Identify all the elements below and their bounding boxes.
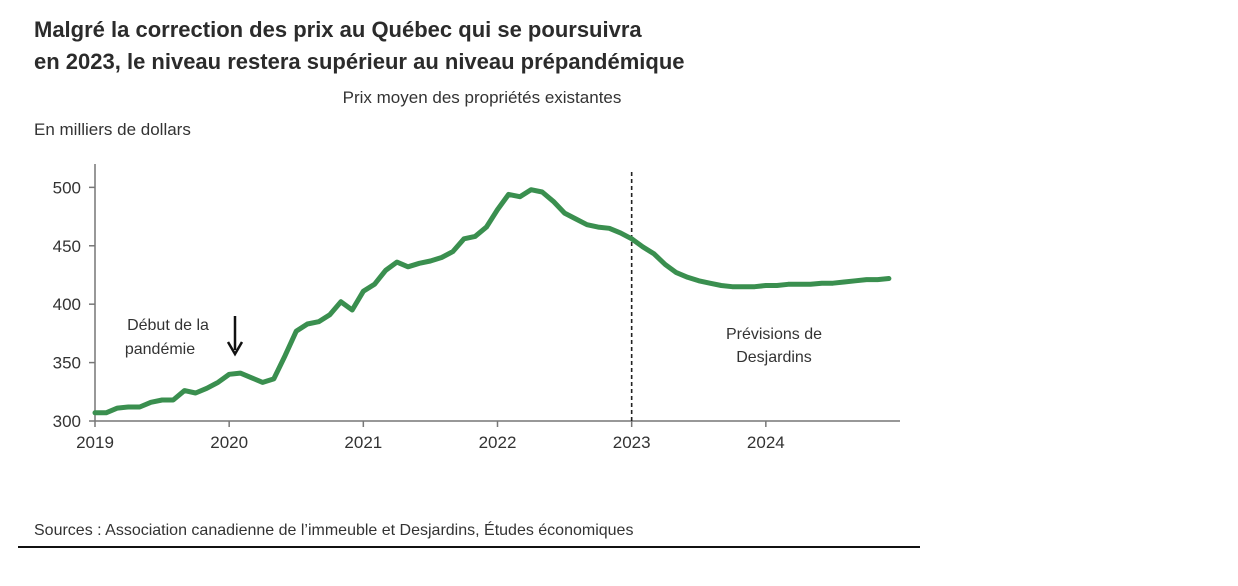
x-tick-label: 2019 — [76, 433, 114, 452]
y-tick-label: 400 — [53, 295, 81, 314]
series-layer — [92, 187, 892, 416]
y-axis-unit-label: En milliers de dollars — [34, 120, 191, 139]
down-arrow-icon — [226, 316, 244, 357]
x-tick-label: 2020 — [210, 433, 248, 452]
pandemic-annotation-line-1: Début de la — [127, 317, 209, 334]
y-tick-label: 450 — [53, 237, 81, 256]
bottom-rule — [18, 546, 920, 548]
chart-title: Malgré la correction des prix au Québec … — [34, 14, 894, 78]
annotations: Début de la pandémie Prévisions de Desja… — [125, 316, 822, 366]
x-tick-label: 2021 — [344, 433, 382, 452]
y-tick-label: 500 — [53, 178, 81, 197]
source-note: Sources : Association canadienne de l’im… — [34, 522, 634, 539]
forecast-annotation-line-1: Prévisions de — [726, 326, 822, 343]
chart-subtitle: Prix moyen des propriétés existantes — [342, 88, 622, 107]
y-tick-label: 300 — [53, 412, 81, 431]
x-tick-label: 2022 — [479, 433, 517, 452]
forecast-annotation-line-2: Desjardins — [736, 349, 812, 366]
y-tick-label: 350 — [53, 354, 81, 373]
axes: 300 350 400 450 500 2019 2020 2021 2022 2023 2024 — [53, 164, 900, 452]
pandemic-annotation-line-2: pandémie — [125, 341, 195, 358]
x-tick-label: 2023 — [613, 433, 651, 452]
chart-title-line-1: Malgré la correction des prix au Québec … — [34, 17, 642, 42]
chart-title-line-2: en 2023, le niveau restera supérieur au … — [34, 49, 685, 74]
series-line-0 — [92, 187, 892, 416]
x-tick-label: 2024 — [747, 433, 785, 452]
